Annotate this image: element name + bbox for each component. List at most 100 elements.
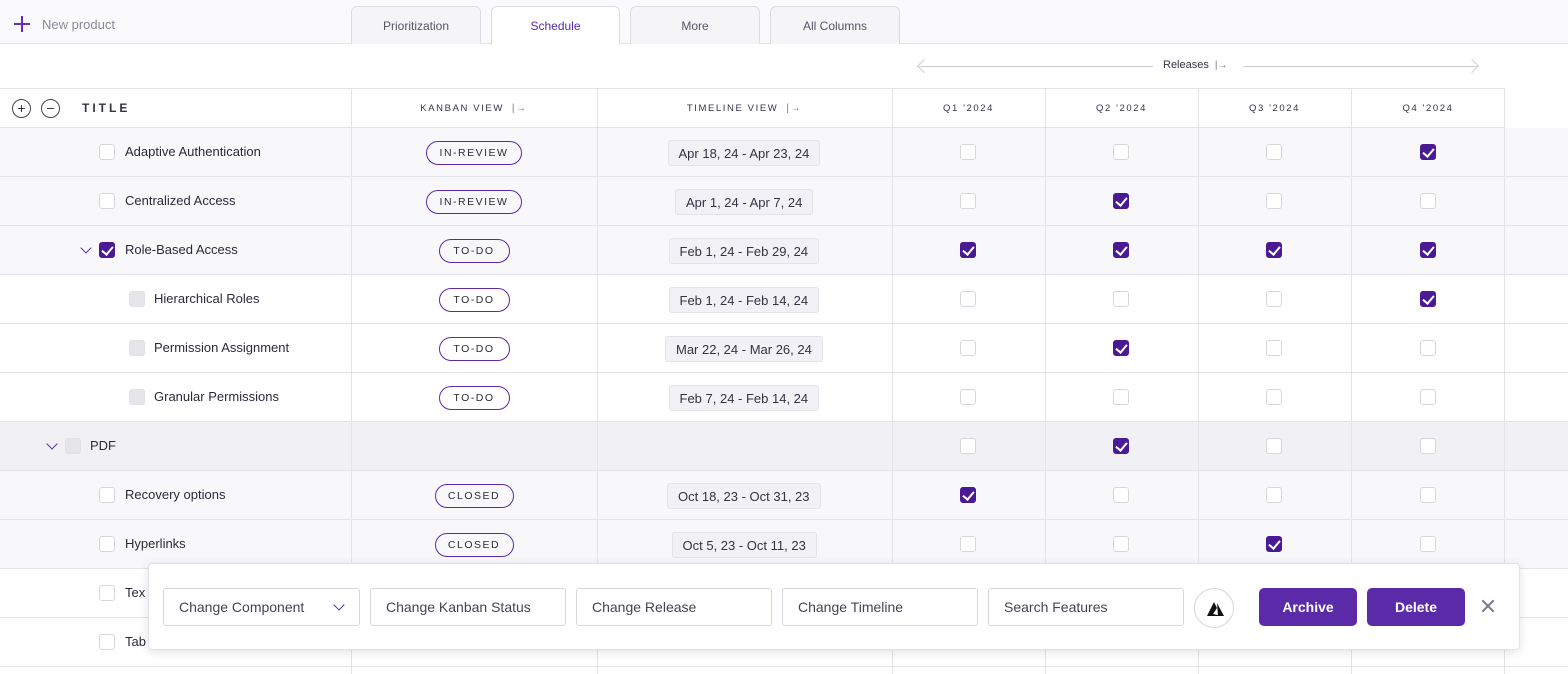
release-q1-checkbox[interactable] bbox=[960, 487, 976, 503]
release-q1-checkbox[interactable] bbox=[960, 193, 976, 209]
release-q2-checkbox[interactable] bbox=[1113, 487, 1129, 503]
release-q2-checkbox[interactable] bbox=[1113, 536, 1129, 552]
release-q4-checkbox[interactable] bbox=[1420, 487, 1436, 503]
release-q3-checkbox[interactable] bbox=[1266, 144, 1282, 160]
kanban-status-badge[interactable]: IN-REVIEW bbox=[426, 141, 522, 165]
row-select-checkbox[interactable] bbox=[99, 193, 115, 209]
release-q4-checkbox[interactable] bbox=[1420, 389, 1436, 405]
release-q3-checkbox[interactable] bbox=[1266, 389, 1282, 405]
release-q1-checkbox[interactable] bbox=[960, 389, 976, 405]
release-q2-checkbox[interactable] bbox=[1113, 389, 1129, 405]
release-q3-checkbox[interactable] bbox=[1266, 536, 1282, 552]
timeline-range[interactable]: Feb 1, 24 - Feb 14, 24 bbox=[668, 287, 820, 313]
timeline-range[interactable]: Feb 1, 24 - Feb 29, 24 bbox=[668, 238, 820, 264]
tab-prioritization[interactable]: Prioritization bbox=[351, 6, 481, 44]
row-title[interactable]: Tab bbox=[125, 634, 146, 649]
release-q1-checkbox[interactable] bbox=[960, 144, 976, 160]
release-q2-checkbox[interactable] bbox=[1113, 242, 1129, 258]
q1-header: Q1 '2024 bbox=[892, 88, 1045, 128]
release-q2-checkbox[interactable] bbox=[1113, 438, 1129, 454]
kanban-status-badge[interactable]: CLOSED bbox=[434, 484, 514, 508]
row-title[interactable]: PDF bbox=[90, 438, 116, 453]
kanban-status-badge[interactable]: IN-REVIEW bbox=[426, 190, 522, 214]
collapse-all-button[interactable]: − bbox=[41, 98, 60, 118]
change-release-field[interactable]: Change Release bbox=[576, 588, 772, 626]
row-title[interactable]: Permission Assignment bbox=[154, 340, 290, 355]
change-timeline-field[interactable]: Change Timeline bbox=[782, 588, 978, 626]
expand-all-button[interactable]: + bbox=[12, 98, 31, 118]
row-select-checkbox[interactable] bbox=[99, 487, 115, 503]
release-q2-checkbox[interactable] bbox=[1113, 340, 1129, 356]
row-select-checkbox[interactable] bbox=[99, 634, 115, 650]
release-q3-checkbox[interactable] bbox=[1266, 291, 1282, 307]
row-title[interactable]: Role-Based Access bbox=[125, 242, 238, 257]
change-kanban-status-field[interactable]: Change Kanban Status bbox=[370, 588, 566, 626]
row-select-checkbox[interactable] bbox=[65, 438, 81, 454]
release-q1-checkbox[interactable] bbox=[960, 438, 976, 454]
release-q3-checkbox[interactable] bbox=[1266, 193, 1282, 209]
row-select-checkbox[interactable] bbox=[129, 340, 145, 356]
release-q3-checkbox[interactable] bbox=[1266, 487, 1282, 503]
kanban-status-badge[interactable]: TO-DO bbox=[438, 386, 510, 410]
row-select-checkbox[interactable] bbox=[129, 291, 145, 307]
release-q3-checkbox[interactable] bbox=[1266, 438, 1282, 454]
timeline-range[interactable]: Oct 18, 23 - Oct 31, 23 bbox=[667, 483, 821, 509]
release-q2-checkbox[interactable] bbox=[1113, 193, 1129, 209]
releases-label: Releases bbox=[1163, 59, 1209, 71]
tab-more[interactable]: More bbox=[630, 6, 760, 44]
row-title[interactable]: Granular Permissions bbox=[154, 389, 279, 404]
release-q1-checkbox[interactable] bbox=[960, 340, 976, 356]
release-q4-checkbox[interactable] bbox=[1420, 242, 1436, 258]
archive-button[interactable]: Archive bbox=[1259, 588, 1357, 626]
kanban-status-badge[interactable]: TO-DO bbox=[438, 337, 510, 361]
kanban-header[interactable]: KANBAN VIEW |→ bbox=[351, 88, 597, 128]
delete-button[interactable]: Delete bbox=[1367, 588, 1465, 626]
release-q3-checkbox[interactable] bbox=[1266, 242, 1282, 258]
column-divider bbox=[892, 88, 893, 674]
release-q4-checkbox[interactable] bbox=[1420, 340, 1436, 356]
row-title[interactable]: Centralized Access bbox=[125, 193, 236, 208]
kanban-status-badge[interactable]: CLOSED bbox=[434, 533, 514, 557]
search-features-field[interactable]: Search Features bbox=[988, 588, 1184, 626]
row-title[interactable]: Hyperlinks bbox=[125, 536, 186, 551]
row-select-checkbox[interactable] bbox=[99, 536, 115, 552]
timeline-range[interactable]: Mar 22, 24 - Mar 26, 24 bbox=[665, 336, 823, 362]
releases-toggle[interactable]: Releases |→ bbox=[1163, 59, 1227, 71]
tab-schedule[interactable]: Schedule bbox=[491, 6, 620, 45]
row-select-checkbox[interactable] bbox=[99, 242, 115, 258]
kanban-status-badge[interactable]: TO-DO bbox=[438, 288, 510, 312]
change-component-select[interactable]: Change Component bbox=[163, 588, 360, 626]
release-q3-checkbox[interactable] bbox=[1266, 340, 1282, 356]
row-title[interactable]: Adaptive Authentication bbox=[125, 144, 261, 159]
row-spacer bbox=[1505, 422, 1568, 470]
timeline-range[interactable]: Apr 1, 24 - Apr 7, 24 bbox=[675, 189, 814, 215]
row-title[interactable]: Recovery options bbox=[125, 487, 226, 502]
release-q1-checkbox[interactable] bbox=[960, 242, 976, 258]
chevron-down-icon[interactable] bbox=[80, 242, 92, 254]
row-select-checkbox[interactable] bbox=[99, 585, 115, 601]
azure-devops-button[interactable] bbox=[1194, 588, 1234, 628]
new-product-button[interactable]: New product bbox=[12, 14, 115, 34]
row-select-checkbox[interactable] bbox=[99, 144, 115, 160]
row-select-checkbox[interactable] bbox=[129, 389, 145, 405]
timeline-header[interactable]: TIMELINE VIEW |→ bbox=[597, 88, 892, 128]
close-icon[interactable] bbox=[1480, 598, 1496, 614]
row-spacer bbox=[1505, 520, 1568, 568]
release-q4-checkbox[interactable] bbox=[1420, 291, 1436, 307]
release-q1-checkbox[interactable] bbox=[960, 536, 976, 552]
release-q4-checkbox[interactable] bbox=[1420, 193, 1436, 209]
kanban-status-badge[interactable]: TO-DO bbox=[438, 239, 510, 263]
release-q4-checkbox[interactable] bbox=[1420, 438, 1436, 454]
chevron-down-icon[interactable] bbox=[46, 438, 58, 450]
row-title[interactable]: Tex bbox=[125, 585, 146, 600]
tab-all-columns[interactable]: All Columns bbox=[770, 6, 900, 44]
timeline-range[interactable]: Oct 5, 23 - Oct 11, 23 bbox=[671, 532, 817, 558]
release-q4-checkbox[interactable] bbox=[1420, 144, 1436, 160]
timeline-range[interactable]: Feb 7, 24 - Feb 14, 24 bbox=[668, 385, 820, 411]
row-title[interactable]: Hierarchical Roles bbox=[154, 291, 260, 306]
release-q2-checkbox[interactable] bbox=[1113, 144, 1129, 160]
release-q4-checkbox[interactable] bbox=[1420, 536, 1436, 552]
release-q2-checkbox[interactable] bbox=[1113, 291, 1129, 307]
release-q1-checkbox[interactable] bbox=[960, 291, 976, 307]
timeline-range[interactable]: Apr 18, 24 - Apr 23, 24 bbox=[667, 140, 821, 166]
